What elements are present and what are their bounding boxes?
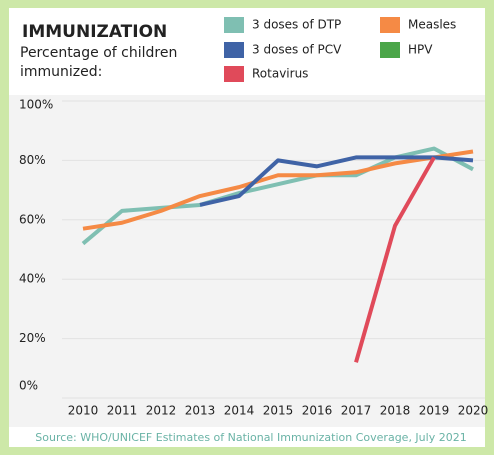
legend-swatch <box>380 42 400 58</box>
legend-label: Rotavirus <box>252 67 308 81</box>
legend-swatch <box>224 66 244 82</box>
x-tick-label: 2011 <box>107 404 138 418</box>
legend-swatch <box>380 17 400 33</box>
source: Source: WHO/UNICEF Estimates of National… <box>35 431 466 444</box>
y-tick-label: 20% <box>19 331 46 345</box>
chart-subtitle: Percentage of children immunized: <box>20 45 178 80</box>
series-line <box>82 149 474 231</box>
subtitle-box: Percentage of children immunized: <box>20 45 178 80</box>
x-tick-label: 2017 <box>341 404 372 418</box>
x-tick-label: 2020 <box>458 404 489 418</box>
x-tick-label: 2016 <box>302 404 333 418</box>
x-tick-label: 2013 <box>185 404 216 418</box>
y-tick-label: 80% <box>19 153 46 167</box>
x-tick-label: 2010 <box>68 404 99 418</box>
series-line <box>354 156 436 363</box>
x-tick-label: 2015 <box>263 404 294 418</box>
footer-bg <box>9 427 485 447</box>
legend-label: 3 doses of DTP <box>252 18 341 32</box>
legend-label: Measles <box>408 18 456 32</box>
chart-title: IMMUNIZATION <box>22 22 167 42</box>
x-tick-label: 2012 <box>146 404 177 418</box>
legend-label: HPV <box>408 43 433 57</box>
y-tick-label: 0% <box>19 379 38 393</box>
y-tick-label: 100% <box>19 98 53 112</box>
legend-label: 3 doses of PCV <box>252 43 342 57</box>
header-bg <box>9 8 485 95</box>
series-line <box>199 155 474 207</box>
y-tick-label: 60% <box>19 212 46 226</box>
y-tick-label: 40% <box>19 272 46 286</box>
legend-swatch <box>224 42 244 58</box>
x-tick-label: 2014 <box>224 404 255 418</box>
x-tick-label: 2019 <box>419 404 450 418</box>
plot-bg <box>9 95 485 427</box>
legend-swatch <box>224 17 244 33</box>
x-tick-label: 2018 <box>380 404 411 418</box>
series-line <box>81 146 474 246</box>
